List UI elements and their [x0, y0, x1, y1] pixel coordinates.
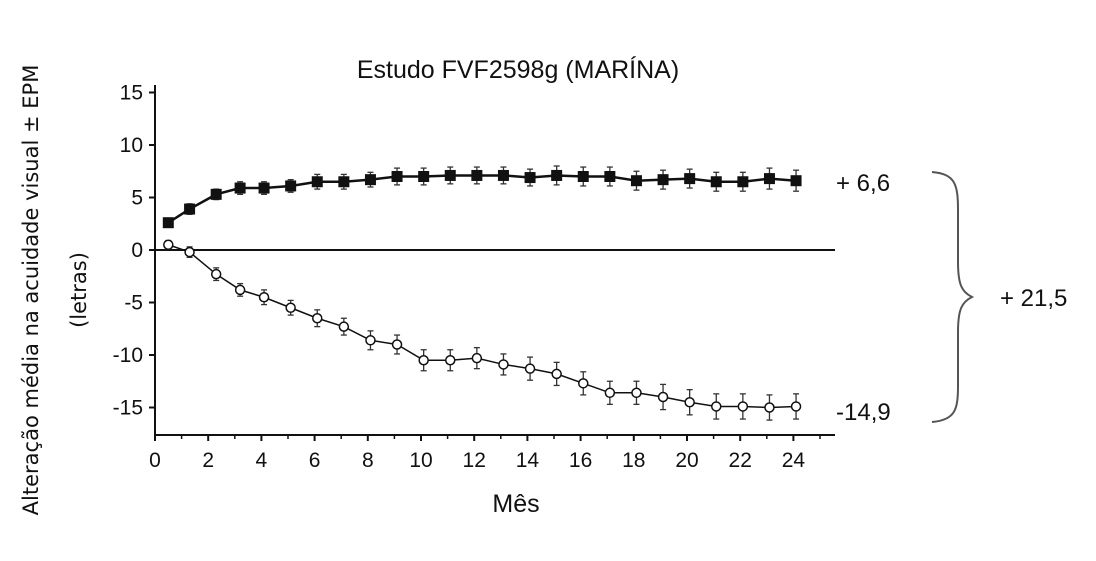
x-tick-label: 0	[149, 449, 161, 472]
difference-brace	[931, 171, 975, 423]
data-point	[234, 182, 246, 194]
data-point	[285, 302, 296, 313]
annotation-difference: + 21,5	[1000, 285, 1067, 312]
data-point	[444, 169, 456, 181]
data-point	[710, 176, 722, 188]
y-tick-label: 15	[120, 82, 143, 105]
data-point	[711, 401, 722, 412]
x-tick-label: 14	[516, 449, 540, 472]
data-point	[524, 172, 536, 184]
data-point	[577, 171, 589, 182]
data-point	[210, 268, 222, 280]
data-point	[162, 217, 174, 229]
data-point	[578, 378, 589, 389]
y-tick-label: -10	[113, 344, 143, 367]
data-point	[184, 203, 196, 215]
data-point	[418, 355, 429, 366]
data-point	[551, 169, 563, 181]
y-axis-label-line2: (letras)	[67, 252, 91, 328]
data-point	[790, 401, 802, 412]
y-tick-label: 5	[131, 187, 143, 210]
x-tick-label: 22	[729, 449, 752, 472]
data-point	[391, 339, 403, 350]
data-point	[364, 174, 376, 186]
data-point	[418, 171, 430, 182]
x-tick-label: 24	[782, 449, 806, 472]
data-point	[604, 387, 616, 399]
data-point	[763, 173, 775, 185]
data-point	[258, 292, 270, 303]
data-point	[365, 335, 376, 346]
series-line	[168, 244, 797, 409]
data-point	[524, 363, 536, 374]
x-tick-label: 6	[309, 449, 321, 472]
data-point	[604, 171, 616, 182]
series-line	[167, 174, 797, 224]
x-tick-label: 10	[409, 449, 432, 472]
chart-title: Estudo FVF2598g (MARÍNA)	[357, 55, 679, 84]
data-point	[311, 176, 323, 188]
data-point	[684, 173, 696, 185]
x-tick-label: 18	[622, 449, 645, 472]
data-point	[630, 175, 642, 187]
data-point	[657, 174, 669, 186]
x-tick-label: 16	[569, 449, 592, 472]
data-point	[737, 401, 749, 412]
data-point	[163, 239, 174, 250]
x-axis-label: Mês	[492, 490, 539, 518]
data-point	[737, 176, 749, 188]
data-point	[657, 391, 669, 403]
data-point	[184, 246, 195, 258]
data-point	[312, 313, 323, 324]
data-point	[285, 180, 297, 192]
annotation-upper-end: + 6,6	[836, 170, 890, 197]
y-tick-label: 10	[120, 134, 143, 157]
y-axis-label-line1: Alteração média na acuidade visual ± EPM	[19, 65, 43, 516]
data-point	[498, 359, 509, 370]
data-point	[471, 352, 483, 364]
annotation-lower-end: -14,9	[836, 399, 891, 426]
data-point	[551, 368, 562, 380]
data-point	[258, 182, 270, 194]
data-point	[210, 188, 222, 200]
data-point	[631, 387, 642, 399]
data-point	[338, 176, 350, 188]
x-tick-label: 8	[362, 449, 374, 472]
series-group	[162, 165, 802, 421]
x-tick-label: 4	[256, 449, 268, 472]
data-point	[471, 169, 483, 181]
data-point	[497, 169, 509, 181]
x-tick-label: 20	[675, 449, 698, 472]
y-tick-label: 0	[131, 239, 143, 262]
data-point	[790, 175, 802, 187]
data-point	[445, 355, 456, 366]
y-axis-label: Alteração média na acuidade visual ± EPM…	[19, 65, 91, 516]
x-tick-label: 12	[463, 449, 486, 472]
data-point	[234, 284, 246, 296]
data-point	[764, 402, 775, 413]
data-point	[391, 171, 403, 182]
x-tick-label: 2	[202, 449, 214, 472]
data-point	[684, 397, 695, 408]
data-point	[338, 321, 350, 332]
y-tick-label: -5	[124, 292, 143, 315]
y-tick-label: -15	[113, 397, 143, 420]
